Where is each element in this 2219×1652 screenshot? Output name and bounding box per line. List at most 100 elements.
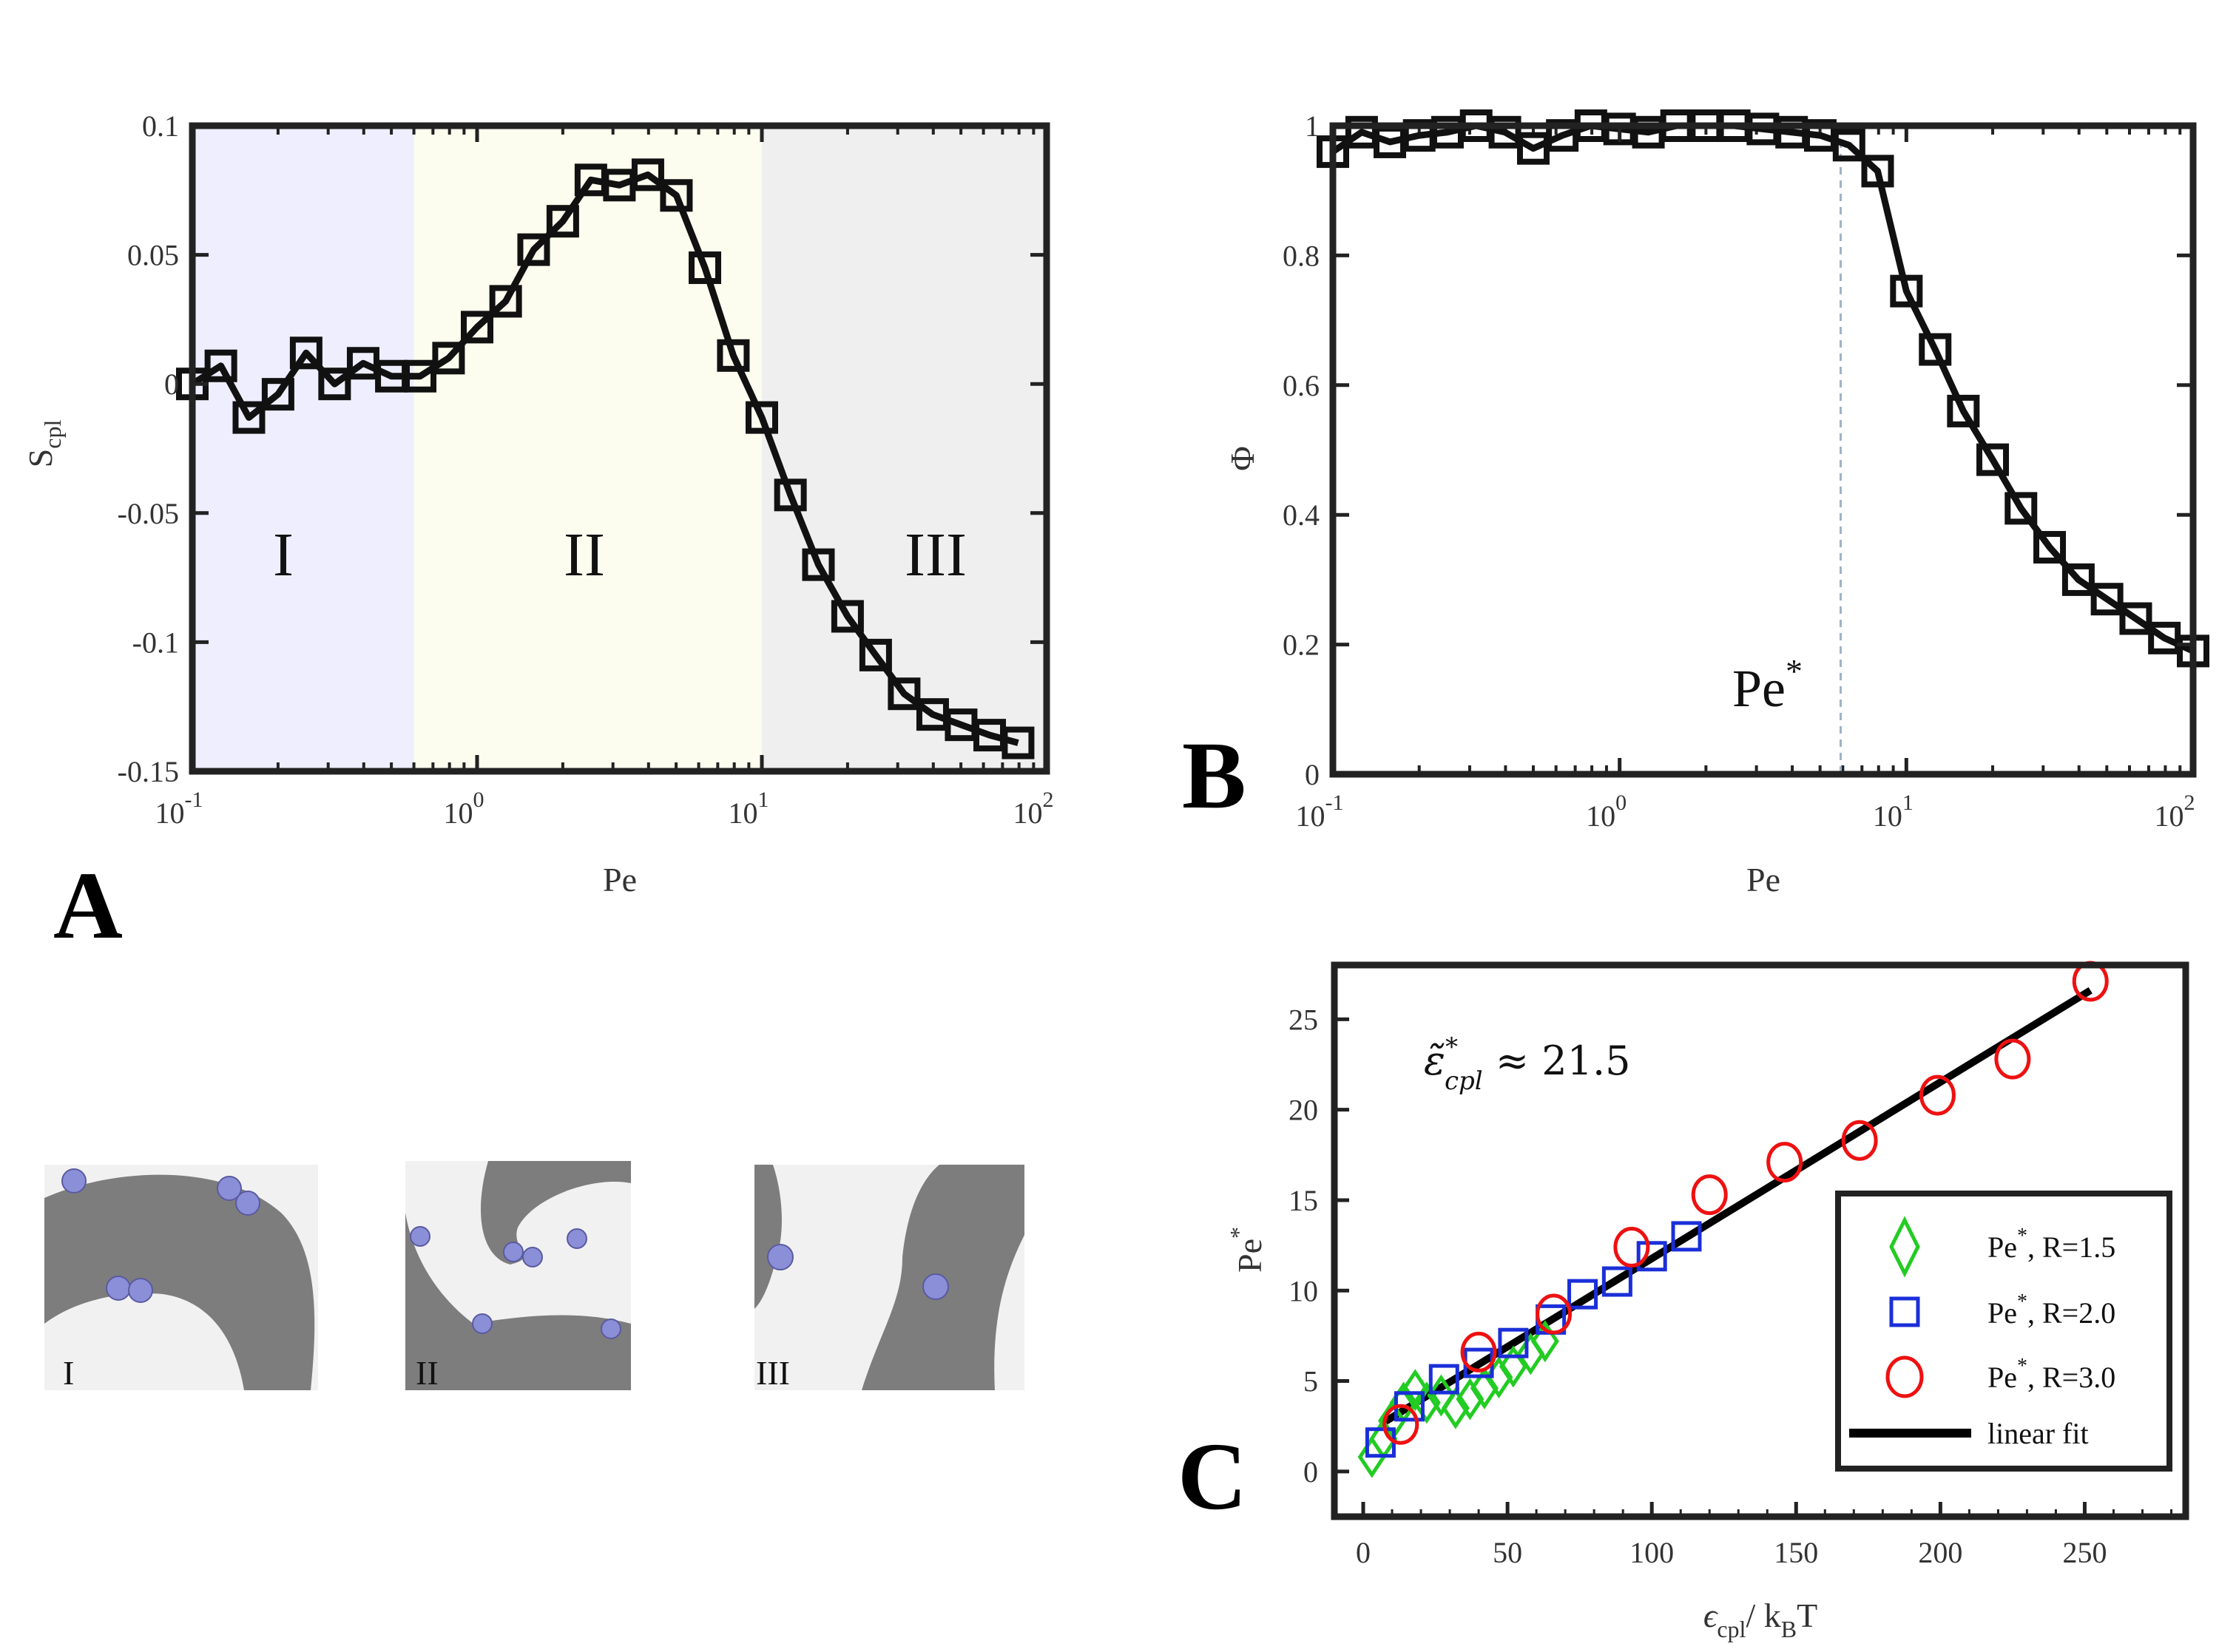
data-point-r30 (1613, 1227, 1650, 1268)
x-tick-label: 100 (444, 788, 484, 830)
x-tick-label-exp: -1 (185, 788, 203, 812)
snapshot-3-particle (922, 1273, 949, 1300)
panel-b-letter: B (1182, 722, 1246, 829)
x-tick-label: 10-1 (1296, 791, 1344, 833)
region-label-2: II (564, 521, 605, 589)
snapshot-1-particle (106, 1276, 131, 1301)
snapshot-3-domain-left (754, 1165, 782, 1309)
panel-c-x-label-main: ϵ (1703, 1597, 1719, 1634)
panel-a-regions (192, 126, 1047, 771)
data-point-r30 (1766, 1142, 1803, 1183)
pe-star-label-main: Pe (1732, 659, 1786, 718)
panel-c-x-label-sub: cpl (1717, 1616, 1746, 1642)
x-tick-label: 101 (1873, 791, 1914, 833)
panel-c-letter: C (1178, 1424, 1247, 1530)
panel-c-y-label-main: Pe (1231, 1239, 1269, 1273)
data-point-r15 (1427, 1374, 1456, 1417)
data-point-r20 (1671, 1221, 1702, 1252)
data-point (1947, 394, 1980, 427)
y-tick-label: 10 (1288, 1274, 1318, 1307)
data-point-r30 (1536, 1293, 1573, 1335)
legend-r20-main: Pe (1987, 1296, 2017, 1330)
x-tick-label: 102 (2155, 791, 2195, 833)
panel-b-y-ticks: 0 0.2 0.4 0.6 0.8 1 (1283, 109, 2193, 791)
panel-c-annotation: ε̃* cpl ≈ 21.5 (1424, 1032, 1630, 1096)
x-tick-label: 200 (1918, 1536, 1962, 1569)
snapshot-2: II (405, 1161, 631, 1392)
y-tick-label: 0.05 (127, 239, 179, 272)
legend-marker-r15 (1889, 1216, 1920, 1278)
data-point (660, 179, 693, 212)
data-point (717, 339, 750, 372)
panel-b-axes-box (1329, 122, 2197, 778)
data-point-r30 (1919, 1074, 1956, 1116)
region-band-3 (762, 126, 1047, 771)
legend-marker-r20 (1889, 1296, 1920, 1327)
x-tick-label: 102 (1013, 788, 1054, 830)
legend-entry-r30: Pe*, R=3.0 (1987, 1355, 2115, 1394)
snapshot-2-label: II (416, 1354, 439, 1392)
y-tick-label: 1 (1305, 109, 1320, 143)
data-point (2090, 583, 2124, 616)
data-point-r20 (1428, 1364, 1459, 1395)
panel-a-series-points (176, 158, 1035, 759)
data-point (2004, 492, 2038, 525)
annotation-sup: * (1445, 1032, 1458, 1062)
data-point (404, 359, 437, 393)
snapshot-2-particle (472, 1313, 493, 1334)
data-point-r20 (1601, 1266, 1632, 1297)
legend-r20-rest: , R=2.0 (2027, 1296, 2115, 1330)
y-tick-label: -0.15 (118, 755, 179, 788)
y-tick-label: 0.2 (1283, 629, 1320, 662)
x-tick-label: 101 (729, 788, 769, 830)
x-tick-label-base: 10 (155, 796, 185, 830)
y-tick-label: 0.4 (1283, 498, 1320, 532)
legend-r15-rest: , R=1.5 (2027, 1230, 2115, 1264)
data-point (432, 342, 465, 375)
legend-r30-main: Pe (1987, 1361, 2017, 1394)
panel-a-x-axis-label: Pe (603, 861, 637, 898)
panel-c-y-axis-label: Pe* (1225, 1227, 1269, 1273)
data-point (517, 233, 550, 266)
legend-entry-r15: Pe*, R=1.5 (1987, 1225, 2115, 1264)
legend-r20-sup: * (2017, 1290, 2027, 1313)
snapshot-3: III (754, 1165, 1024, 1392)
snapshot-2-particle (601, 1318, 621, 1339)
y-tick-label: 0 (164, 368, 179, 401)
data-point (831, 600, 864, 633)
x-tick-label-exp: 2 (1043, 788, 1054, 812)
legend-box (1835, 1191, 2172, 1472)
panel-b-x-ticks: 10-1 100 101 102 (1296, 126, 2195, 833)
x-tick-label-base: 10 (1013, 796, 1043, 830)
x-tick-label: 50 (1493, 1536, 1522, 1569)
data-point (2033, 531, 2067, 564)
data-point-r15 (1412, 1381, 1441, 1424)
data-point-r30 (1382, 1404, 1419, 1445)
data-point (546, 205, 579, 238)
y-tick-label: -0.05 (118, 497, 179, 530)
data-point (1861, 155, 1894, 188)
panel-a-letter: A (53, 853, 123, 959)
panel-c-x-ticks: 0 50 100 150 200 250 (1356, 1502, 2107, 1569)
data-point (232, 401, 266, 434)
data-point (289, 336, 322, 370)
x-tick-label-exp: -1 (1325, 791, 1344, 815)
snapshot-2-particle (522, 1247, 543, 1267)
x-tick-label: 10-1 (155, 788, 203, 830)
pe-star-label: Pe* (1732, 652, 1803, 718)
y-tick-label: 25 (1288, 1003, 1318, 1036)
data-point-r20 (1636, 1241, 1667, 1272)
panel-a-axes-box (189, 122, 1050, 775)
snapshot-1-particle (61, 1168, 87, 1194)
legend-r30-rest: , R=3.0 (2027, 1361, 2115, 1394)
snapshot-2-particle (503, 1242, 524, 1262)
data-point (318, 368, 351, 401)
x-tick-label-base: 10 (444, 796, 473, 830)
snapshot-2-domain-bottom (405, 1213, 631, 1390)
data-point (1832, 129, 1865, 162)
data-point (1976, 443, 2010, 476)
data-point (489, 285, 522, 318)
panel-c-x-label-end: T (1797, 1597, 1817, 1634)
x-tick-label-base: 10 (1586, 799, 1615, 833)
